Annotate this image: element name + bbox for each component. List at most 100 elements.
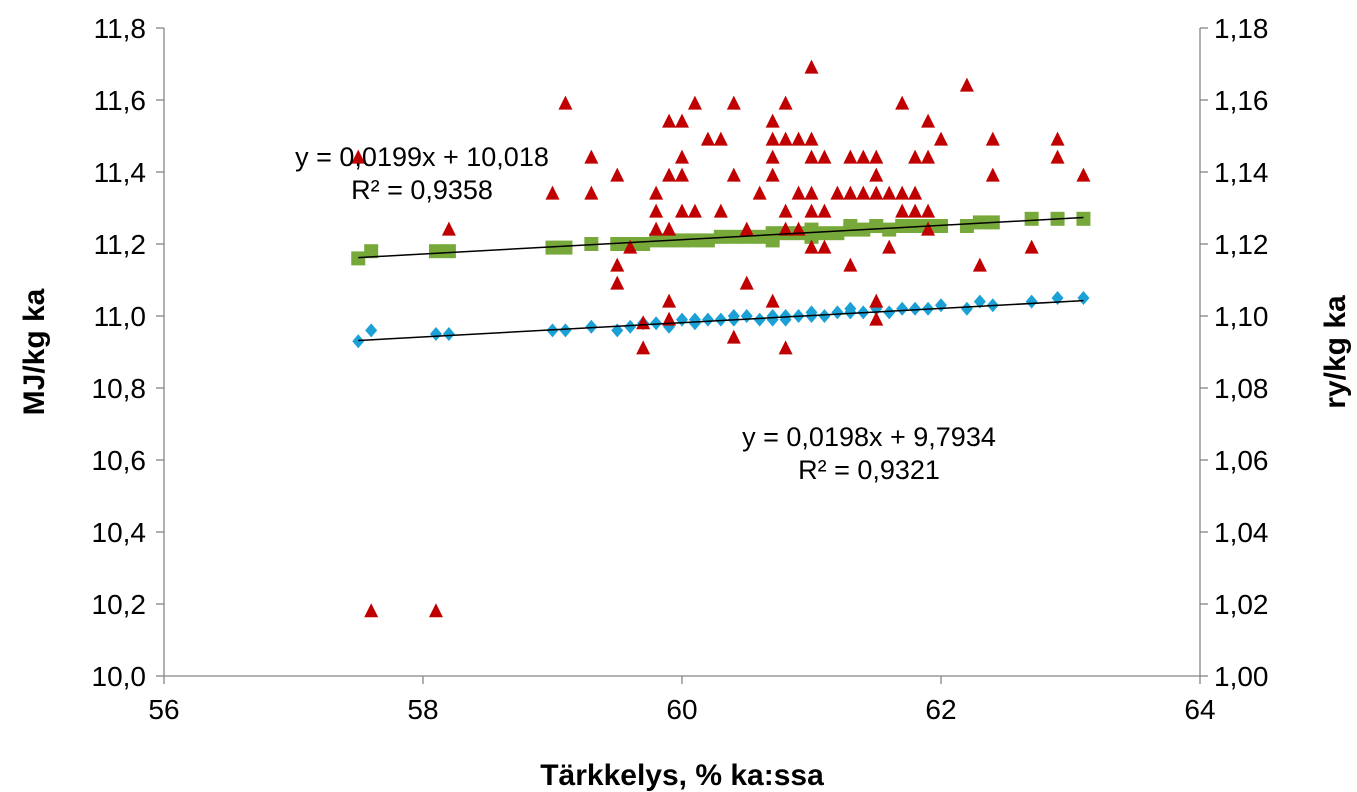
triangle-data-point (765, 167, 780, 182)
y-left-tick-label: 10,2 (92, 589, 147, 620)
x-tick-label: 56 (148, 694, 179, 725)
square-data-point (752, 229, 767, 244)
triangle-data-point (856, 149, 871, 164)
triangle-data-point (817, 239, 832, 254)
triangle-data-point (610, 275, 625, 290)
y-left-tick-label: 11,8 (94, 13, 146, 44)
square-data-point (441, 244, 456, 259)
triangle-data-point (662, 113, 677, 128)
square-data-point (882, 222, 897, 237)
diamond-data-point (701, 312, 714, 327)
triangle-data-point (908, 185, 923, 200)
triangle-data-point (778, 95, 793, 110)
square-data-point (351, 251, 366, 266)
triangle-data-point (610, 257, 625, 272)
triangle-data-point (843, 185, 858, 200)
triangle-data-point (765, 131, 780, 146)
trendline-r2-blue: R² = 0,9321 (798, 455, 940, 485)
trendline-r2-green: R² = 0,9358 (351, 175, 493, 205)
triangle-data-point (584, 185, 599, 200)
x-tick-label: 62 (925, 694, 956, 725)
triangle-data-point (791, 185, 806, 200)
x-tick-label: 60 (666, 694, 697, 725)
triangle-data-point (428, 603, 443, 618)
y-right-tick-label: 1,02 (1214, 589, 1269, 620)
y-right-tick-label: 1,16 (1214, 85, 1269, 116)
triangle-data-point (726, 329, 741, 344)
triangle-data-point (765, 113, 780, 128)
triangle-data-point (675, 203, 689, 218)
triangle-data-point (895, 203, 910, 218)
triangle-data-point (921, 113, 936, 128)
diamond-data-point (844, 301, 857, 316)
triangle-data-point (921, 221, 936, 236)
diamond-data-point (650, 316, 663, 331)
y-left-tick-label: 10,0 (92, 661, 147, 692)
triangle-data-point (739, 275, 754, 290)
triangle-data-point (662, 221, 677, 236)
square-data-point (364, 244, 379, 259)
square-data-point (804, 222, 819, 237)
triangle-data-point (985, 131, 1000, 146)
triangle-data-point (817, 149, 832, 164)
square-data-point (765, 226, 780, 241)
triangle-data-point (882, 239, 897, 254)
triangle-data-point (843, 149, 858, 164)
diamond-data-point (714, 312, 727, 327)
y-left-tick-label: 11,4 (94, 157, 146, 188)
y-right-tick-label: 1,04 (1214, 517, 1269, 548)
triangle-data-point (765, 293, 780, 308)
triangle-data-point (830, 185, 845, 200)
triangle-data-point (804, 185, 819, 200)
x-tick-label: 58 (407, 694, 438, 725)
y-right-tick-label: 1,12 (1214, 229, 1269, 260)
triangle-data-point (441, 221, 456, 236)
diamond-data-point (818, 309, 831, 323)
diamond-data-point (442, 327, 455, 341)
triangle-data-point (804, 131, 819, 146)
y-left-tick-label: 11,2 (94, 229, 146, 260)
diamond-data-point (960, 301, 973, 316)
triangle-data-point (843, 257, 858, 272)
diamond-data-point (1077, 291, 1090, 305)
diamond-data-point (676, 312, 688, 327)
triangle-data-point (778, 203, 793, 218)
diamond-data-point (365, 323, 378, 338)
diamond-data-point (753, 312, 766, 327)
triangle-data-point (804, 149, 819, 164)
diamond-data-point (585, 319, 598, 334)
triangle-data-point (545, 185, 560, 200)
triangle-data-point (882, 185, 897, 200)
square-data-point (959, 219, 974, 233)
square-data-point (687, 233, 702, 248)
triangle-data-point (662, 293, 677, 308)
triangle-data-point (869, 293, 884, 308)
triangle-data-point (752, 185, 767, 200)
diamond-data-point (1025, 294, 1038, 309)
triangle-data-point (908, 149, 923, 164)
triangle-data-point (649, 203, 664, 218)
triangle-data-point (713, 203, 728, 218)
square-data-point (895, 219, 910, 233)
triangle-data-point (558, 95, 573, 110)
trendlines (358, 216, 1084, 342)
trendline (358, 299, 1084, 342)
triangle-data-point (726, 167, 741, 182)
triangle-data-point (817, 203, 832, 218)
square-data-point (817, 226, 832, 241)
triangle-data-point (972, 257, 987, 272)
diamond-data-point (935, 298, 947, 313)
triangle-data-point (675, 149, 689, 164)
diamond-data-point (973, 294, 986, 309)
triangle-data-point (908, 203, 923, 218)
square-data-point (869, 219, 884, 233)
diamond-data-point (896, 301, 909, 316)
y-right-tick-label: 1,00 (1214, 661, 1269, 692)
triangle-data-point (804, 203, 819, 218)
triangle-data-point (856, 185, 871, 200)
triangle-data-point (778, 340, 793, 355)
triangle-data-point (700, 131, 715, 146)
triangle-data-point (1050, 131, 1065, 146)
triangle-data-point (687, 95, 702, 110)
square-data-point (700, 233, 715, 248)
